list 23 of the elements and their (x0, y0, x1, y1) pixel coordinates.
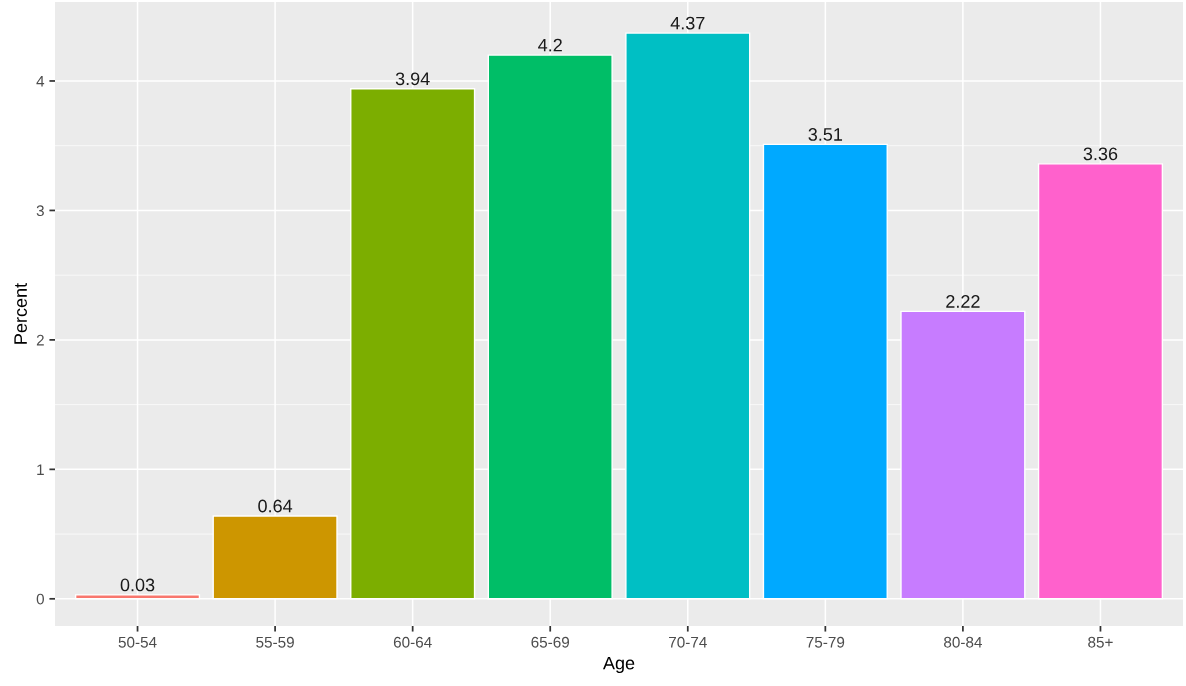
data-label: 2.22 (946, 295, 980, 308)
data-label: 3.94 (395, 72, 430, 86)
data-label: 4.37 (670, 16, 705, 30)
y-tick-label: 2 (36, 334, 44, 346)
y-tick-label: 4 (36, 76, 45, 87)
x-tick-label: 70-74 (669, 636, 707, 648)
x-tick-label: 55-59 (256, 636, 294, 648)
data-label: 0.03 (120, 578, 155, 592)
y-tick-label: 0 (36, 593, 44, 605)
data-label: 3.51 (808, 128, 843, 141)
x-tick-label: 50-54 (118, 636, 157, 648)
data-label: 4.2 (538, 38, 562, 52)
x-tick-label: 80-84 (944, 636, 982, 648)
y-tick-label: 1 (37, 464, 44, 475)
x-axis-title: Age (602, 656, 635, 674)
y-tick-label: 3 (36, 205, 44, 217)
x-tick-label: 75-79 (806, 636, 845, 648)
x-tick-label: 65-69 (531, 636, 570, 648)
data-label: 3.36 (1083, 147, 1118, 161)
x-tick-label: 85+ (1088, 636, 1113, 648)
x-tick-label: 60-64 (393, 636, 432, 648)
y-axis-title: Percent (14, 283, 27, 344)
data-label: 0.64 (258, 499, 293, 513)
